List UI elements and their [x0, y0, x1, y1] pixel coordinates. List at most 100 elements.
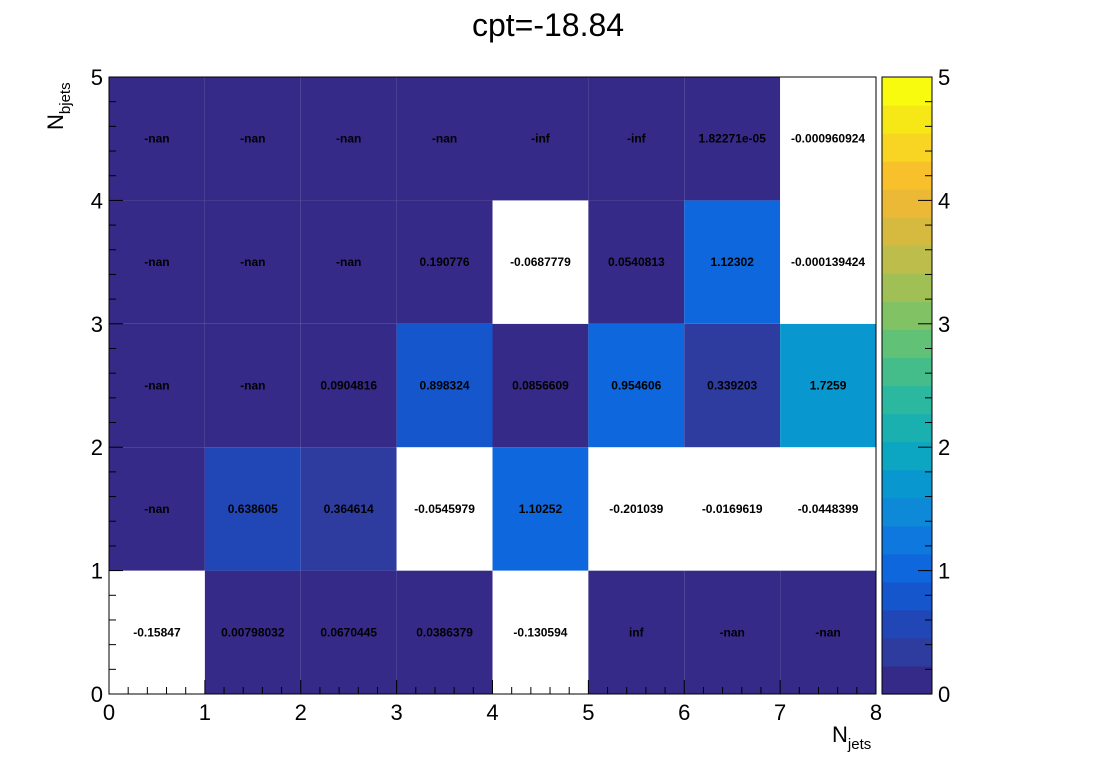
- heatmap-cell: [300, 447, 397, 571]
- heatmap-cell: [780, 200, 876, 324]
- color-scale-step: [882, 161, 932, 190]
- color-scale-step: [882, 385, 932, 415]
- x-axis-title-subscript: jets: [847, 736, 871, 753]
- cell-value-label: 0.0856609: [512, 379, 569, 393]
- x-tick-label: 8: [870, 700, 882, 725]
- x-axis-title: Njets: [832, 722, 871, 753]
- cell-value-label: 1.10252: [519, 502, 563, 516]
- y-axis: 0 1 2 3 4 5: [91, 65, 123, 707]
- heatmap-cell: [588, 200, 685, 324]
- x-tick-label: 1: [199, 700, 211, 725]
- heatmap-cell: [300, 200, 397, 324]
- color-scale-step: [882, 525, 932, 555]
- color-scale-step: [882, 665, 932, 695]
- color-scale-step: [882, 553, 932, 583]
- cell-value-label: 0.898324: [420, 379, 470, 393]
- cell-value-label: -nan: [432, 132, 457, 146]
- cell-value-label: -nan: [144, 132, 169, 146]
- y-tick-label: 3: [91, 312, 103, 337]
- cell-value-label: -nan: [144, 502, 169, 516]
- heatmap-cell: [109, 323, 205, 448]
- y-tick-label: 2: [91, 435, 103, 460]
- color-scale-step: [882, 133, 932, 162]
- cell-value-label: 0.0386379: [416, 625, 473, 639]
- y-axis-title: Nbjets: [43, 82, 74, 130]
- x-axis-title-main: N: [832, 722, 848, 747]
- cell-value-label: -0.000139424: [791, 255, 865, 269]
- color-scale-axis: 0 1 2 3 4 5: [918, 65, 950, 707]
- cell-value-label: 1.7259: [810, 379, 847, 393]
- x-axis: 0 1 2 3 4 5 6 7 8: [103, 680, 882, 725]
- cell-value-label: 0.0904816: [320, 379, 377, 393]
- x-tick-label: 4: [486, 700, 498, 725]
- heatmap-cell: [396, 323, 493, 448]
- heatmap-cell: [780, 323, 876, 448]
- color-scale-tick-label: 2: [938, 435, 950, 460]
- cell-value-label: -0.130594: [513, 625, 567, 639]
- cell-value-label: 0.339203: [707, 379, 757, 393]
- cell-value-label: -0.15847: [133, 625, 181, 639]
- color-scale-step: [882, 497, 932, 527]
- x-tick-label: 2: [295, 700, 307, 725]
- heatmap-cell: [396, 570, 493, 694]
- cell-value-label: 1.82271e-05: [698, 132, 766, 146]
- cell-value-label: -nan: [240, 379, 265, 393]
- cell-value-label: -nan: [336, 255, 361, 269]
- heatmap-cell: [780, 447, 876, 571]
- cell-value-label: -nan: [240, 255, 265, 269]
- heatmap-cell: [588, 77, 685, 201]
- x-tick-label: 5: [582, 700, 594, 725]
- x-tick-label: 3: [391, 700, 403, 725]
- cell-value-label: 0.190776: [420, 255, 470, 269]
- color-scale-step: [882, 441, 932, 471]
- y-tick-label: 0: [91, 682, 103, 707]
- heatmap-cell: [396, 447, 493, 571]
- cell-value-label: 0.638605: [228, 502, 278, 516]
- heatmap-cell: [780, 77, 876, 201]
- heatmap-cell: [588, 323, 685, 448]
- cell-value-label: -inf: [627, 132, 647, 146]
- heatmap-cell: [492, 77, 589, 201]
- x-tick-label: 7: [774, 700, 786, 725]
- cell-value-label: 0.954606: [611, 379, 661, 393]
- x-tick-label: 6: [678, 700, 690, 725]
- y-tick-label: 1: [91, 559, 103, 584]
- color-scale-bar: [881, 76, 933, 695]
- color-scale-step: [882, 357, 932, 387]
- color-scale-step: [882, 301, 932, 331]
- heatmap-cell-labels: -0.15847 0.00798032 0.0670445 0.0386379 -0.1…: [133, 132, 865, 640]
- color-scale-step: [882, 217, 932, 246]
- heatmap-cell: [684, 570, 781, 694]
- x-tick-label: 0: [103, 700, 115, 725]
- heatmap-cell: [492, 200, 589, 324]
- cell-value-label: -0.000960924: [791, 132, 865, 146]
- heatmap-cell: [492, 323, 589, 448]
- heatmap-cell: [492, 447, 589, 571]
- cell-value-label: -nan: [336, 132, 361, 146]
- y-tick-label: 5: [91, 65, 103, 90]
- cell-value-label: 1.12302: [710, 255, 754, 269]
- color-scale-step: [882, 189, 932, 218]
- cell-value-label: -nan: [815, 625, 840, 639]
- heatmap-cell: [300, 323, 397, 448]
- heatmap-cell: [684, 323, 781, 448]
- cell-value-label: -nan: [720, 625, 745, 639]
- heatmap-cell: [109, 570, 205, 694]
- color-scale-tick-label: 3: [938, 312, 950, 337]
- heatmap-cell: [492, 570, 589, 694]
- heatmap-cell: [588, 447, 685, 571]
- color-scale-step: [882, 245, 932, 274]
- heatmap-cells: [109, 77, 876, 694]
- color-scale-step: [882, 105, 932, 134]
- heatmap-cell: [684, 200, 781, 324]
- color-scale-step: [882, 469, 932, 499]
- y-tick-label: 4: [91, 188, 103, 213]
- color-scale-step: [882, 581, 932, 611]
- cell-value-label: -0.0448399: [798, 502, 859, 516]
- heatmap-cell: [588, 570, 685, 694]
- cell-value-label: -nan: [144, 379, 169, 393]
- cell-value-label: -0.0545979: [414, 502, 475, 516]
- heatmap-cell: [684, 77, 781, 201]
- y-axis-title-group: Nbjets: [43, 82, 74, 130]
